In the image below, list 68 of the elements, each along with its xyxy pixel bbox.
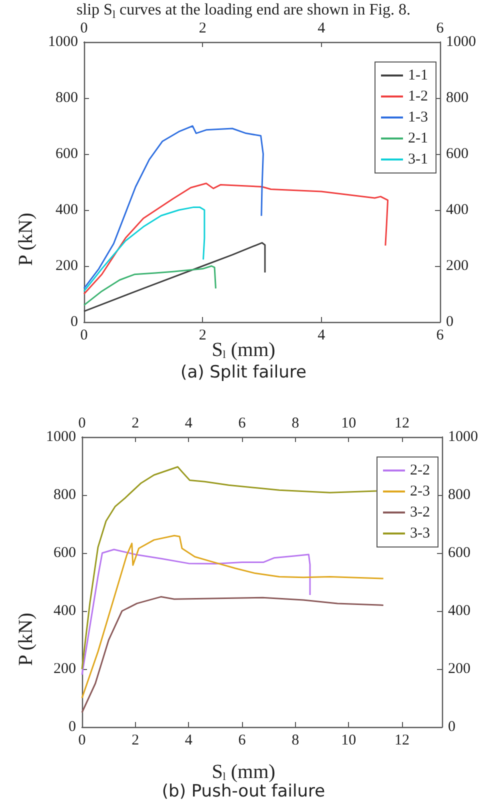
x-tick-label: 4 — [184, 732, 193, 748]
x2-tick-label: 0 — [80, 20, 88, 36]
x-axis-title: Sl (mm) — [212, 761, 276, 783]
legend-label: 1-1 — [408, 68, 428, 84]
x2-tick-label: 4 — [318, 20, 326, 36]
legend-label: 1-2 — [408, 88, 428, 104]
line-series — [83, 125, 264, 290]
line-series — [83, 206, 206, 292]
x-tick-label: 6 — [436, 328, 444, 344]
legend-label: 2-3 — [410, 484, 430, 500]
x2-tick-label: 6 — [238, 416, 246, 432]
x-axis-title: Sl (mm) — [212, 339, 276, 361]
y2-tick-label: 1000 — [448, 429, 478, 445]
y-tick-label: 200 — [56, 258, 78, 274]
legend-label: 2-2 — [410, 462, 430, 478]
y2-tick-label: 1000 — [446, 34, 476, 50]
legend-label: 3-2 — [410, 504, 430, 520]
y2-tick-label: 600 — [448, 545, 470, 561]
x2-tick-label: 12 — [394, 416, 410, 432]
y-tick-label: 800 — [54, 487, 76, 503]
legend-label: 2-1 — [408, 130, 428, 146]
line-series — [83, 265, 216, 306]
y-axis-title: P (kN) — [15, 212, 37, 266]
line-series — [81, 534, 384, 699]
legend-label: 3-1 — [408, 152, 428, 168]
y2-tick-label: 0 — [446, 314, 454, 330]
x-tick-label: 8 — [292, 732, 300, 748]
y-tick-label: 800 — [56, 90, 78, 106]
y2-tick-label: 800 — [448, 487, 470, 503]
y2-tick-label: 400 — [448, 603, 470, 619]
x-tick-label: 6 — [238, 732, 246, 748]
y2-tick-label: 800 — [446, 90, 468, 106]
x2-tick-label: 10 — [341, 416, 356, 432]
x2-tick-label: 2 — [198, 20, 206, 36]
y2-tick-label: 600 — [446, 146, 468, 162]
legend-label: 3-3 — [410, 526, 430, 542]
line-series — [81, 466, 378, 670]
x2-tick-label: 4 — [184, 416, 193, 432]
x-tick-label: 4 — [318, 328, 326, 344]
x2-tick-label: 6 — [436, 20, 444, 36]
x-tick-label: 2 — [198, 328, 206, 344]
legend-label: 1-3 — [408, 110, 428, 126]
x-tick-label: 12 — [394, 732, 410, 748]
line-series — [81, 548, 311, 676]
x-tick-label: 10 — [341, 732, 356, 748]
y2-tick-label: 0 — [448, 719, 456, 735]
y-tick-label: 400 — [54, 603, 76, 619]
x2-tick-label: 2 — [132, 416, 140, 432]
line-series — [83, 182, 389, 295]
line-series — [81, 596, 384, 714]
y-axis-title: P (kN) — [15, 612, 37, 666]
y-tick-label: 600 — [54, 545, 76, 561]
line-series — [83, 242, 266, 312]
y-tick-label: 0 — [68, 719, 76, 735]
text: (b) Push-out failure — [162, 782, 326, 802]
y-tick-label: 1000 — [46, 429, 76, 445]
y-tick-label: 600 — [56, 146, 78, 162]
y-tick-label: 200 — [54, 661, 76, 677]
y2-tick-label: 200 — [446, 258, 468, 274]
y2-tick-label: 200 — [448, 661, 470, 677]
y-tick-label: 400 — [56, 202, 78, 218]
x-tick-label: 2 — [132, 732, 140, 748]
y2-tick-label: 400 — [446, 202, 468, 218]
y-tick-label: 1000 — [48, 34, 78, 50]
x2-tick-label: 8 — [292, 416, 300, 432]
x-tick-label: 0 — [80, 328, 88, 344]
text: (a) Split failure — [180, 362, 306, 382]
y-tick-label: 0 — [70, 314, 78, 330]
